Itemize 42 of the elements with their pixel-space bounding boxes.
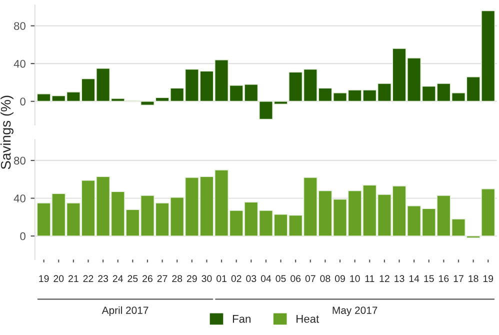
x-tick-label: 18 <box>468 275 478 282</box>
x-tick-label: 10 <box>350 275 360 282</box>
legend-label: Heat <box>296 315 320 323</box>
x-tick-label: 23 <box>98 275 108 282</box>
x-tick-label: 20 <box>54 275 64 282</box>
x-tick-label: 19 <box>39 275 49 282</box>
y-axis-title: Savings (%) <box>0 96 14 170</box>
x-tick-label: 05 <box>276 275 286 282</box>
x-tick-label: 24 <box>112 275 123 282</box>
x-tick-label: 14 <box>409 275 420 282</box>
legend-label: Fan <box>232 315 250 323</box>
x-tick-label: 25 <box>128 275 138 282</box>
x-tick-label: 26 <box>142 275 152 282</box>
x-tick-label: 03 <box>246 275 256 282</box>
y-tick-label: 0 <box>20 98 26 106</box>
y-tick-label: 40 <box>14 60 26 68</box>
text: April 2017 <box>102 306 148 316</box>
x-tick-label: 21 <box>68 275 78 282</box>
x-tick-label: 04 <box>260 275 272 282</box>
x-tick-label: 30 <box>202 275 212 282</box>
x-tick-label: 07 <box>305 275 316 282</box>
y-tick-label: 80 <box>14 156 26 165</box>
x-tick-label: 27 <box>157 275 168 282</box>
x-tick-label: 11 <box>365 275 374 282</box>
x-tick-label: 16 <box>439 275 449 282</box>
x-tick-label: 15 <box>424 275 434 282</box>
x-tick-label: 02 <box>231 275 242 282</box>
x-tick-label: 17 <box>454 275 464 282</box>
x-tick-label: 01 <box>216 275 226 282</box>
y-tick-label: 0 <box>20 232 26 240</box>
x-tick-label: 12 <box>380 275 390 282</box>
x-tick-label: 09 <box>334 275 345 282</box>
y-tick-label: 40 <box>14 194 26 202</box>
y-tick-label: 80 <box>14 22 26 30</box>
x-tick-label: 28 <box>172 275 182 282</box>
x-tick-label: 29 <box>187 275 197 282</box>
x-tick-label: 22 <box>83 275 94 282</box>
text: May 2017 <box>332 306 378 316</box>
x-tick-label: 13 <box>394 275 404 282</box>
x-tick-label: 19 <box>483 275 494 282</box>
x-tick-label: 06 <box>290 275 301 282</box>
x-tick-label: 08 <box>320 275 330 282</box>
